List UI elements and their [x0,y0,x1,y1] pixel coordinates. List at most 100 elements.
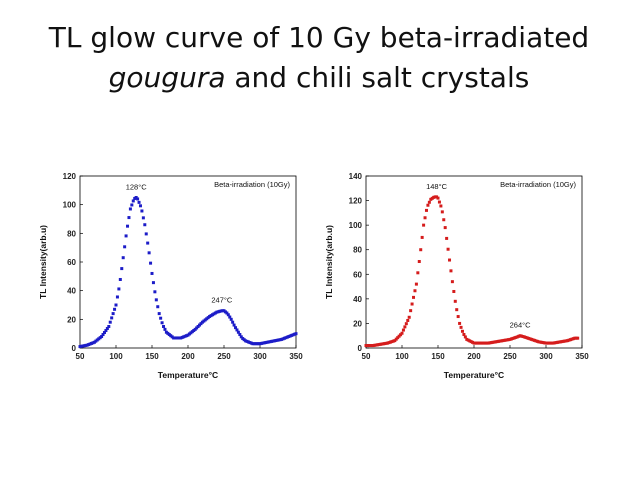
x-tick-label: 300 [253,352,267,361]
data-point [294,332,298,336]
data-point [117,287,121,291]
data-point [417,260,421,264]
data-point [401,328,405,332]
data-point [225,311,229,315]
data-point [232,323,236,327]
x-tick-label: 350 [289,352,303,361]
data-point [446,247,450,251]
data-point [426,203,430,207]
data-point [440,210,444,214]
data-point [459,325,463,329]
data-point [437,200,441,204]
data-point [143,223,147,227]
data-point [449,269,453,273]
x-tick-label: 200 [467,352,481,361]
data-point [445,236,449,240]
title-line-2-rest: and chili salt crystals [225,61,530,94]
data-point [151,281,155,285]
title-italic-word: gougura [108,61,226,94]
y-tick-label: 80 [67,229,76,238]
data-point [105,327,109,331]
x-axis-title: Temperature°C [444,370,504,380]
y-tick-label: 120 [63,172,77,181]
data-point [113,307,117,311]
data-point [234,326,238,330]
data-point [239,335,243,339]
data-point [236,330,240,334]
data-point [157,312,161,316]
x-tick-label: 50 [362,352,371,361]
data-point [409,309,413,313]
y-axis-title: TL Intensity(arb.u) [324,225,334,299]
data-point [400,331,404,335]
data-point [458,321,462,325]
data-point [420,235,424,239]
y-tick-label: 40 [353,295,362,304]
data-point [108,320,112,324]
data-point [149,261,153,265]
data-point [436,196,440,200]
data-point [124,234,128,238]
data-point [229,317,233,321]
data-point [448,258,452,262]
y-tick-label: 20 [67,315,76,324]
data-point [576,336,580,340]
data-point [407,315,411,319]
y-tick-label: 60 [67,258,76,267]
y-axis-title: TL Intensity(arb.u) [38,225,48,299]
x-tick-label: 250 [217,352,231,361]
data-point [422,223,426,227]
data-point [231,320,235,324]
data-point [111,312,115,316]
glow-curve-chart-left: 50 100 150 200 250 300 350 0 20 40 60 80 100 120 Tempe… [38,172,303,380]
y-tick-label: 40 [67,287,76,296]
data-point [123,245,127,249]
series-points [78,196,298,349]
y-tick-label: 60 [353,270,362,279]
data-point [136,197,140,201]
data-point [414,282,418,286]
x-tick-label: 200 [181,352,195,361]
x-tick-label: 350 [575,352,589,361]
data-point [226,313,230,317]
title-line-2: gougura and chili salt crystals [0,58,638,98]
data-point [120,267,124,271]
y-tick-label: 80 [353,246,362,255]
legend-label: Beta-irradiation (10Gy) [500,180,576,189]
plot-frame [79,175,297,349]
x-tick-label: 50 [76,352,85,361]
data-point [412,295,416,299]
data-point [128,207,132,211]
data-point [413,289,417,293]
data-point [130,203,134,207]
y-tick-label: 140 [349,172,363,181]
data-point [410,302,414,306]
data-point [114,303,118,307]
y-tick-label: 0 [358,344,363,353]
peak-annotation: 264°C [510,321,532,330]
data-point [228,315,232,319]
data-point [460,329,464,333]
data-point [456,315,460,319]
x-tick-label: 300 [539,352,553,361]
slide-title: TL glow curve of 10 Gy beta-irradiated g… [0,18,638,98]
data-point [115,295,119,299]
data-point [127,216,131,220]
data-point [406,318,410,322]
data-point [102,331,106,335]
data-point [100,335,104,339]
data-point [160,321,164,325]
data-point [462,332,466,336]
legend-label: Beta-irradiation (10Gy) [214,180,290,189]
y-tick-label: 20 [353,319,362,328]
data-point [450,280,454,284]
data-point [110,316,114,320]
data-point [403,325,407,329]
data-point [439,204,443,208]
data-point [452,289,456,293]
data-point [137,200,141,204]
data-point [121,256,125,260]
data-point [427,200,431,204]
data-point [416,271,420,275]
data-point [141,216,145,220]
